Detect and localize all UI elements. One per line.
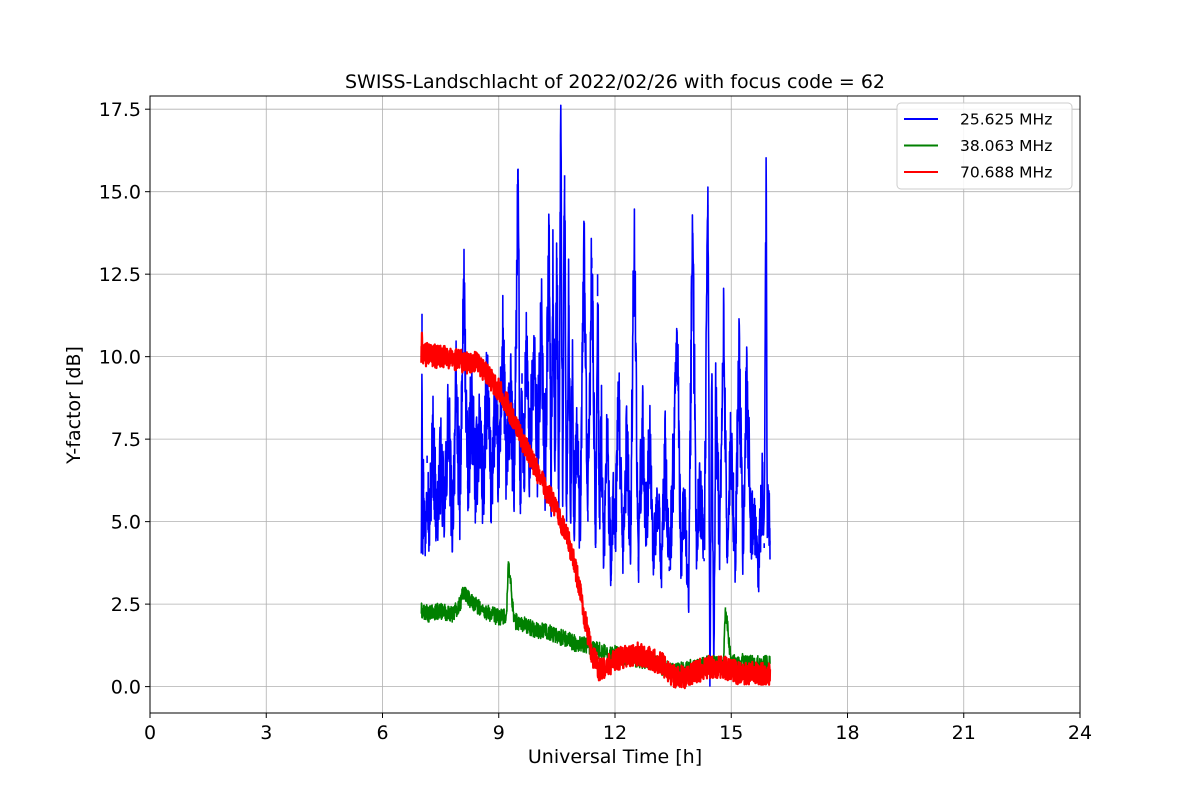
chart-title: SWISS-Landschlacht of 2022/02/26 with fo…	[345, 71, 885, 93]
x-tick-label: 12	[603, 722, 627, 744]
legend-label: 38.063 MHz	[960, 137, 1052, 155]
series-line	[420, 331, 772, 690]
y-tick-label: 17.5	[99, 99, 141, 121]
grid-lines	[149, 96, 1081, 713]
series-layer	[420, 104, 772, 690]
y-tick-label: 2.5	[111, 594, 141, 616]
y-tick-label: 15.0	[99, 182, 141, 204]
x-tick-label: 24	[1068, 722, 1092, 744]
legend-label: 70.688 MHz	[960, 164, 1052, 182]
y-axis-label: Y-factor [dB]	[63, 346, 85, 465]
y-tick-label: 0.0	[111, 677, 141, 699]
x-tick-label: 9	[493, 722, 505, 744]
legend-label: 25.625 MHz	[960, 111, 1052, 129]
x-tick-label: 15	[719, 722, 743, 744]
x-axis-label: Universal Time [h]	[528, 746, 702, 768]
x-tick-label: 0	[144, 722, 156, 744]
y-tick-label: 10.0	[99, 347, 141, 369]
x-tick-label: 6	[376, 722, 388, 744]
legend-box	[896, 102, 1073, 190]
x-tick-label: 18	[835, 722, 859, 744]
axis-ticks: 0 3 6 9 12 15 18 21 24 0.0 2.5 5.0 7.5 10.0 12.5 15.0 17…	[99, 99, 1092, 744]
x-tick-label: 3	[260, 722, 272, 744]
series-line	[420, 104, 771, 687]
legend: 25.625 MHz 38.063 MHz 70.688 MHz	[896, 102, 1073, 190]
y-tick-label: 12.5	[99, 264, 141, 286]
y-tick-label: 7.5	[111, 429, 141, 451]
x-tick-label: 21	[952, 722, 976, 744]
y-tick-label: 5.0	[111, 512, 141, 534]
